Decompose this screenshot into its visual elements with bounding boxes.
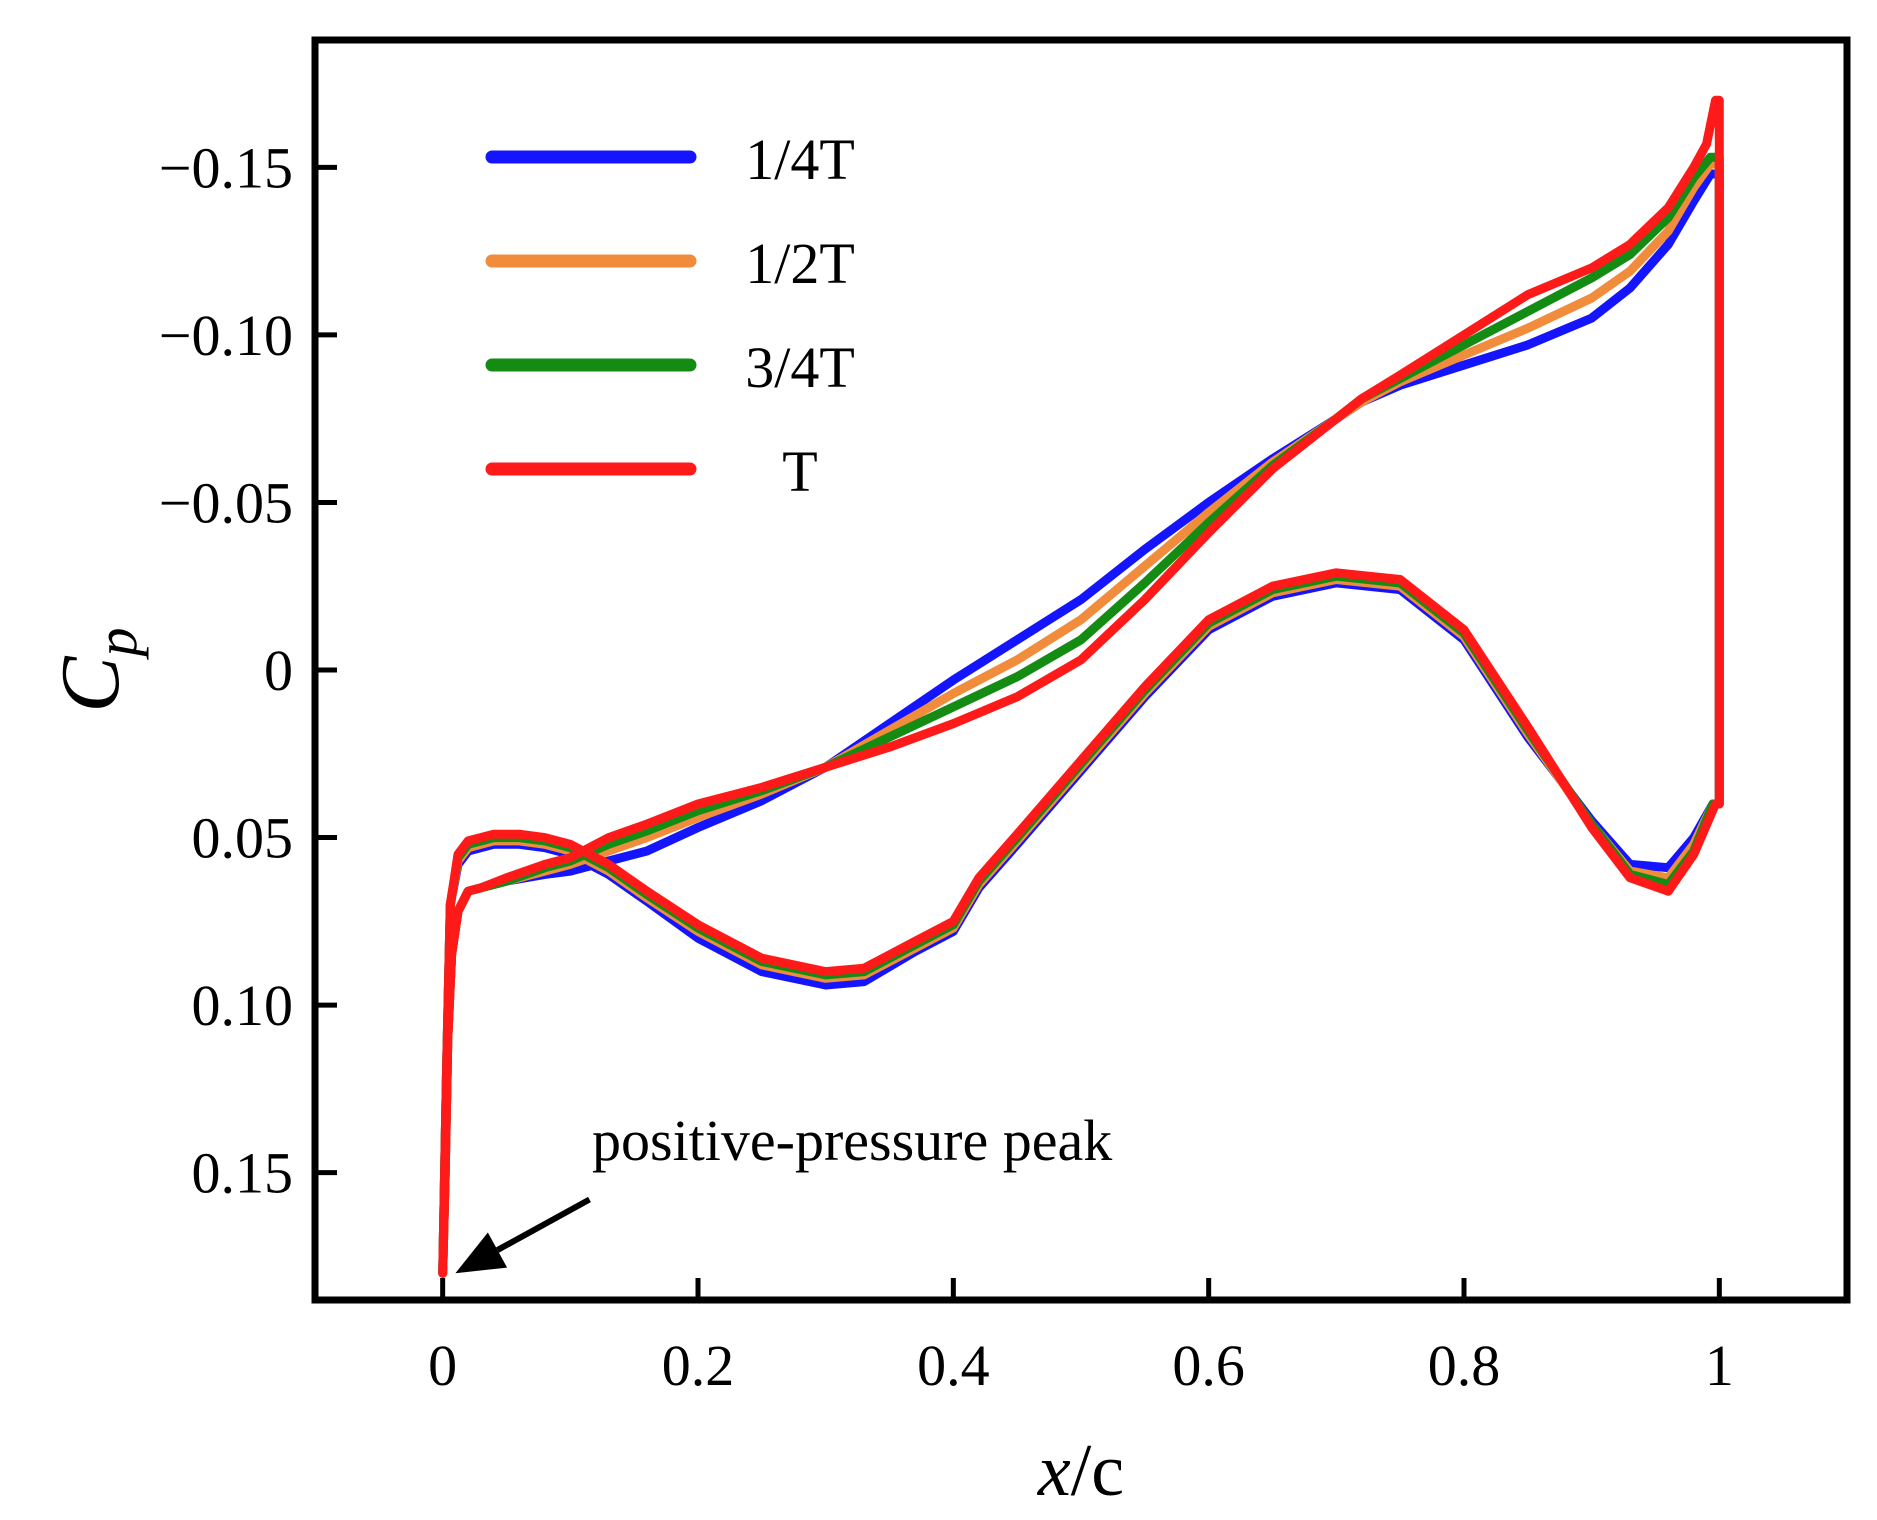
legend-label: 1/2T xyxy=(745,231,855,296)
x-tick-label: 0.4 xyxy=(917,1333,990,1398)
legend-label: 1/4T xyxy=(745,127,855,192)
y-axis-title-sub: p xyxy=(84,627,149,660)
y-tick-label: 0.15 xyxy=(192,1141,294,1206)
series-layer xyxy=(438,95,1724,1278)
legend-label: T xyxy=(782,439,817,504)
series-line-1-2t xyxy=(438,159,1724,1278)
legend: 1/4T 1/2T 3/4T T xyxy=(485,127,855,504)
legend-label: 3/4T xyxy=(745,335,855,400)
annotation-text: positive-pressure peak xyxy=(592,1108,1112,1173)
y-tick-label: −0.10 xyxy=(159,303,293,368)
x-tick-label: 0.6 xyxy=(1172,1333,1245,1398)
x-axis-ticks: 0 0.2 0.4 0.6 0.8 1 xyxy=(428,1278,1734,1398)
y-tick-label: −0.05 xyxy=(159,470,293,535)
x-axis-title-var: x xyxy=(1037,1430,1071,1512)
x-axis-title: x/c xyxy=(1037,1430,1124,1512)
y-tick-label: −0.15 xyxy=(159,135,293,200)
x-tick-label: 0.2 xyxy=(662,1333,735,1398)
annotation-arrow-head xyxy=(455,1232,508,1274)
y-tick-label: 0 xyxy=(264,638,293,703)
y-tick-label: 0.10 xyxy=(192,973,294,1038)
y-axis-title-main: C xyxy=(44,656,137,713)
annotation-arrow-line xyxy=(496,1196,591,1253)
y-axis-title: Cp xyxy=(44,627,149,712)
series-line-t xyxy=(438,95,1724,1278)
annotation: positive-pressure peak xyxy=(455,1108,1112,1274)
y-tick-label: 0.05 xyxy=(192,806,294,871)
x-tick-label: 1 xyxy=(1705,1333,1734,1398)
y-axis-ticks: −0.15 −0.10 −0.05 0 0.05 0.10 0.15 xyxy=(159,135,337,1206)
x-axis-title-rest: /c xyxy=(1071,1430,1124,1512)
x-tick-label: 0 xyxy=(428,1333,457,1398)
x-tick-label: 0.8 xyxy=(1428,1333,1501,1398)
